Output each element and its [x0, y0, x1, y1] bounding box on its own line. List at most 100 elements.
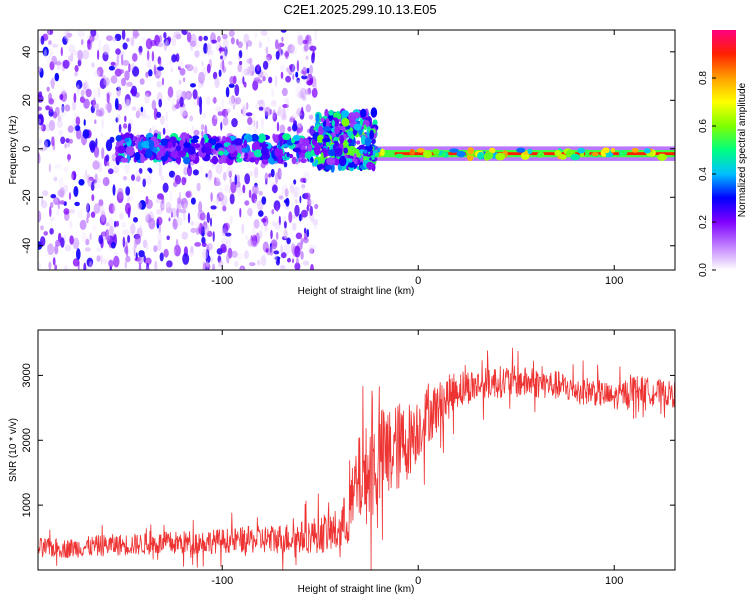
- spectrogram-cell: [328, 149, 337, 157]
- spectrogram-cell: [192, 89, 198, 100]
- spectrogram-cell: [610, 147, 616, 153]
- spectrogram-y-tick-label: -40: [21, 238, 33, 254]
- spectrogram-cell: [129, 64, 134, 71]
- spectrogram-cell: [110, 241, 116, 249]
- spectrogram-cell: [162, 127, 166, 135]
- spectrogram-cell: [43, 49, 47, 59]
- spectrogram-cell: [306, 229, 310, 238]
- spectrogram-cell: [210, 217, 212, 227]
- spectrogram-cell: [185, 30, 193, 33]
- spectrogram-marks: [38, 30, 675, 270]
- spectrogram-cell: [265, 46, 269, 55]
- spectrogram-cell: [124, 94, 131, 106]
- spectrogram-cell: [292, 258, 294, 264]
- spectrogram-cell: [190, 138, 199, 144]
- spectrogram-cell: [277, 110, 284, 117]
- spectrogram-cell: [243, 139, 247, 148]
- spectrogram-cell: [198, 201, 203, 213]
- spectrogram-cell: [84, 247, 91, 252]
- spectrogram-cell: [50, 194, 57, 199]
- spectrogram-cell: [113, 255, 120, 268]
- spectrogram-cell: [409, 148, 415, 156]
- spectrogram-cell: [164, 123, 169, 135]
- spectrogram-cell: [259, 143, 269, 148]
- spectrogram-cell: [246, 102, 249, 110]
- spectrogram-cell: [68, 208, 76, 214]
- spectrogram-cell: [239, 60, 243, 66]
- spectrogram-cell: [145, 242, 149, 251]
- spectrogram-cell: [40, 236, 46, 247]
- spectrogram-cell: [187, 212, 191, 224]
- spectrogram-cell: [165, 111, 168, 123]
- spectrogram-cell: [222, 205, 227, 212]
- spectrogram-cell: [189, 115, 194, 122]
- spectrogram-cell: [259, 230, 263, 239]
- spectrogram-cell: [366, 161, 374, 170]
- spectrogram-cell: [60, 88, 67, 95]
- spectrogram-cell: [153, 108, 158, 120]
- spectrogram-cell: [59, 105, 67, 117]
- spectrogram-cell: [47, 30, 54, 35]
- spectrogram-cell: [249, 157, 256, 163]
- spectrogram-cell: [92, 97, 96, 109]
- spectrogram-cell: [284, 50, 289, 60]
- spectrogram-cell: [49, 106, 53, 113]
- spectrogram-cell: [294, 185, 301, 195]
- spectrogram-cell: [124, 246, 132, 257]
- spectrogram-cell: [235, 97, 242, 105]
- spectrogram-cell: [146, 58, 152, 69]
- spectrogram-cell: [316, 164, 324, 169]
- spectrogram-cell: [294, 262, 301, 270]
- spectrogram-cell: [71, 173, 75, 180]
- spectrogram-cell: [218, 69, 222, 77]
- spectrogram-cell: [206, 212, 210, 224]
- spectrogram-cell: [81, 231, 87, 243]
- colorbar-tick-label: 0.4: [698, 167, 709, 181]
- spectrogram-cell: [91, 194, 95, 202]
- spectrogram-cell: [126, 197, 130, 203]
- spectrogram-cell: [93, 203, 101, 214]
- spectrogram-cell: [49, 206, 52, 218]
- spectrogram-cell: [185, 92, 191, 99]
- spectrogram-cell: [309, 205, 314, 216]
- spectrogram-cell: [222, 48, 227, 61]
- spectrogram-cell: [270, 100, 277, 108]
- spectrogram-cell: [260, 254, 267, 267]
- spectrogram-cell: [222, 135, 227, 142]
- spectrogram-cell: [212, 263, 216, 270]
- spectrogram-cell: [256, 259, 261, 266]
- spectrogram-cell: [186, 63, 193, 70]
- spectrogram-cell: [341, 118, 350, 127]
- spectrogram-cell: [201, 212, 206, 221]
- spectrogram-cell: [58, 129, 64, 136]
- spectrogram-cell: [162, 77, 164, 86]
- spectrogram-cell: [123, 123, 128, 129]
- spectrogram-cell: [275, 205, 279, 212]
- spectrogram-cell: [286, 67, 290, 73]
- spectrogram-cell: [152, 147, 158, 153]
- spectrogram-cell: [225, 112, 228, 119]
- spectrogram-cell: [305, 55, 309, 61]
- spectrogram-cell: [114, 98, 119, 110]
- spectrogram-cell: [241, 103, 248, 109]
- spectrogram-cell: [186, 32, 192, 43]
- spectrogram-cell: [201, 242, 207, 248]
- spectrogram-cell: [41, 124, 46, 132]
- spectrogram-cell: [165, 201, 172, 213]
- spectrogram-cell: [222, 116, 229, 126]
- spectrogram-cell: [87, 39, 91, 50]
- spectrogram-cell: [191, 125, 195, 132]
- spectrogram-cell: [203, 142, 213, 149]
- spectrogram-cell: [273, 250, 280, 255]
- spectrogram-cell: [125, 103, 128, 108]
- spectrogram-cell: [280, 113, 287, 121]
- spectrogram-cell: [467, 147, 475, 155]
- spectrogram-cell: [121, 30, 126, 40]
- spectrogram-cell: [156, 80, 162, 88]
- spectrogram-cell: [249, 57, 253, 65]
- spectrogram-cell: [288, 69, 293, 76]
- spectrogram-cell: [176, 98, 180, 105]
- spectrogram-cell: [158, 98, 162, 108]
- spectrogram-cell: [304, 151, 312, 159]
- spectrogram-cell: [239, 207, 242, 218]
